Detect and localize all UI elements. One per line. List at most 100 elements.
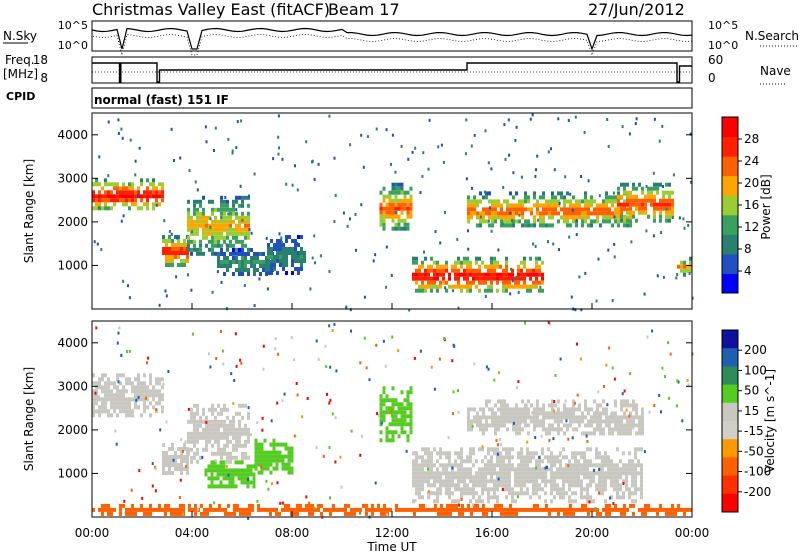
heat-cell: [137, 193, 140, 197]
heat-cell: [117, 131, 120, 135]
heat-cell: [560, 207, 563, 212]
heat-cell: [253, 172, 256, 176]
heat-cell: [134, 393, 137, 398]
heat-cell: [235, 223, 238, 228]
heat-cell: [640, 495, 643, 500]
heat-cell: [544, 499, 547, 504]
heat-cell: [491, 203, 494, 208]
heat-cell: [544, 466, 547, 470]
heat-cell: [442, 280, 445, 285]
colorbar-swatch: [722, 136, 738, 157]
heat-cell: [608, 507, 611, 512]
heat-cell: [366, 135, 369, 139]
heat-cell: [470, 207, 473, 212]
heat-cell: [290, 466, 294, 471]
heat-cell: [487, 471, 490, 476]
heat-cell: [521, 199, 524, 204]
heat-cell: [611, 199, 614, 204]
heat-cell: [412, 479, 415, 484]
heat-cell: [210, 472, 214, 477]
heat-cell: [165, 463, 168, 467]
heat-cell: [134, 173, 137, 177]
heat-cell: [390, 409, 393, 413]
heat-cell: [391, 398, 395, 403]
heat-cell: [95, 397, 98, 402]
heat-cell: [586, 495, 589, 500]
heat-cell: [653, 186, 656, 191]
heat-cell: [565, 463, 568, 468]
heat-cell: [409, 186, 413, 191]
heat-cell: [235, 260, 238, 264]
heat-cell: [208, 227, 211, 232]
heat-cell: [270, 271, 273, 275]
heat-cell: [488, 191, 491, 196]
heat-cell: [220, 435, 223, 440]
heat-cell: [463, 276, 466, 281]
heat-cell: [242, 511, 245, 516]
heat-cell: [415, 483, 418, 488]
heat-cell: [472, 487, 475, 492]
heat-cell: [391, 133, 394, 137]
heat-cell: [444, 211, 446, 214]
heat-cell: [433, 280, 436, 285]
heat-cell: [496, 479, 499, 484]
heat-cell: [216, 472, 220, 477]
heat-cell: [158, 393, 161, 398]
heat-cell: [523, 455, 526, 460]
heat-cell: [515, 407, 518, 412]
power-ylabel: Slant Range [km]: [22, 159, 36, 263]
heat-cell: [313, 506, 316, 510]
heat-cell: [448, 491, 451, 496]
heat-cell: [128, 194, 131, 199]
heat-cell: [285, 235, 288, 239]
heat-cell: [620, 427, 623, 432]
heat-cell: [226, 223, 229, 228]
heat-cell: [659, 206, 662, 211]
heat-cell: [457, 487, 460, 492]
heat-cell: [421, 174, 424, 178]
heat-cell: [609, 496, 611, 500]
heat-cell: [260, 458, 264, 463]
heat-cell: [585, 434, 588, 438]
heat-cell: [430, 455, 433, 460]
heat-cell: [229, 260, 232, 264]
heat-cell: [616, 463, 619, 468]
heat-cell: [497, 415, 500, 420]
heat-cell: [517, 290, 520, 294]
heat-cell: [523, 467, 526, 472]
heat-cell: [421, 467, 424, 472]
heat-cell: [617, 206, 620, 211]
heat-cell: [208, 431, 211, 436]
heat-cell: [317, 358, 320, 361]
heat-cell: [541, 276, 544, 281]
heat-cell: [179, 507, 182, 512]
heat-cell: [176, 236, 178, 240]
heat-cell: [418, 491, 421, 496]
heat-cell: [110, 401, 113, 406]
heat-cell: [281, 507, 284, 512]
heat-cell: [187, 243, 190, 248]
heat-cell: [469, 451, 472, 456]
heat-cell: [206, 507, 209, 512]
heat-cell: [608, 195, 611, 200]
heat-cell: [659, 202, 662, 207]
heat-cell: [559, 357, 562, 361]
heat-cell: [653, 507, 656, 512]
heat-cell: [467, 507, 470, 512]
heat-cell: [422, 503, 425, 508]
heat-cell: [539, 203, 542, 208]
heat-cell: [638, 423, 641, 428]
heat-cell: [407, 507, 410, 512]
heat-cell: [131, 385, 134, 390]
heat-cell: [643, 450, 646, 454]
heat-cell: [444, 286, 447, 290]
heat-cell: [434, 230, 437, 234]
heat-cell: [623, 219, 626, 224]
heat-cell: [253, 260, 256, 264]
heat-cell: [473, 207, 476, 212]
heat-cell: [244, 264, 247, 268]
heat-cell: [550, 487, 553, 492]
heat-cell: [566, 427, 569, 432]
heat-cell: [577, 459, 580, 464]
heat-cell: [177, 467, 180, 471]
